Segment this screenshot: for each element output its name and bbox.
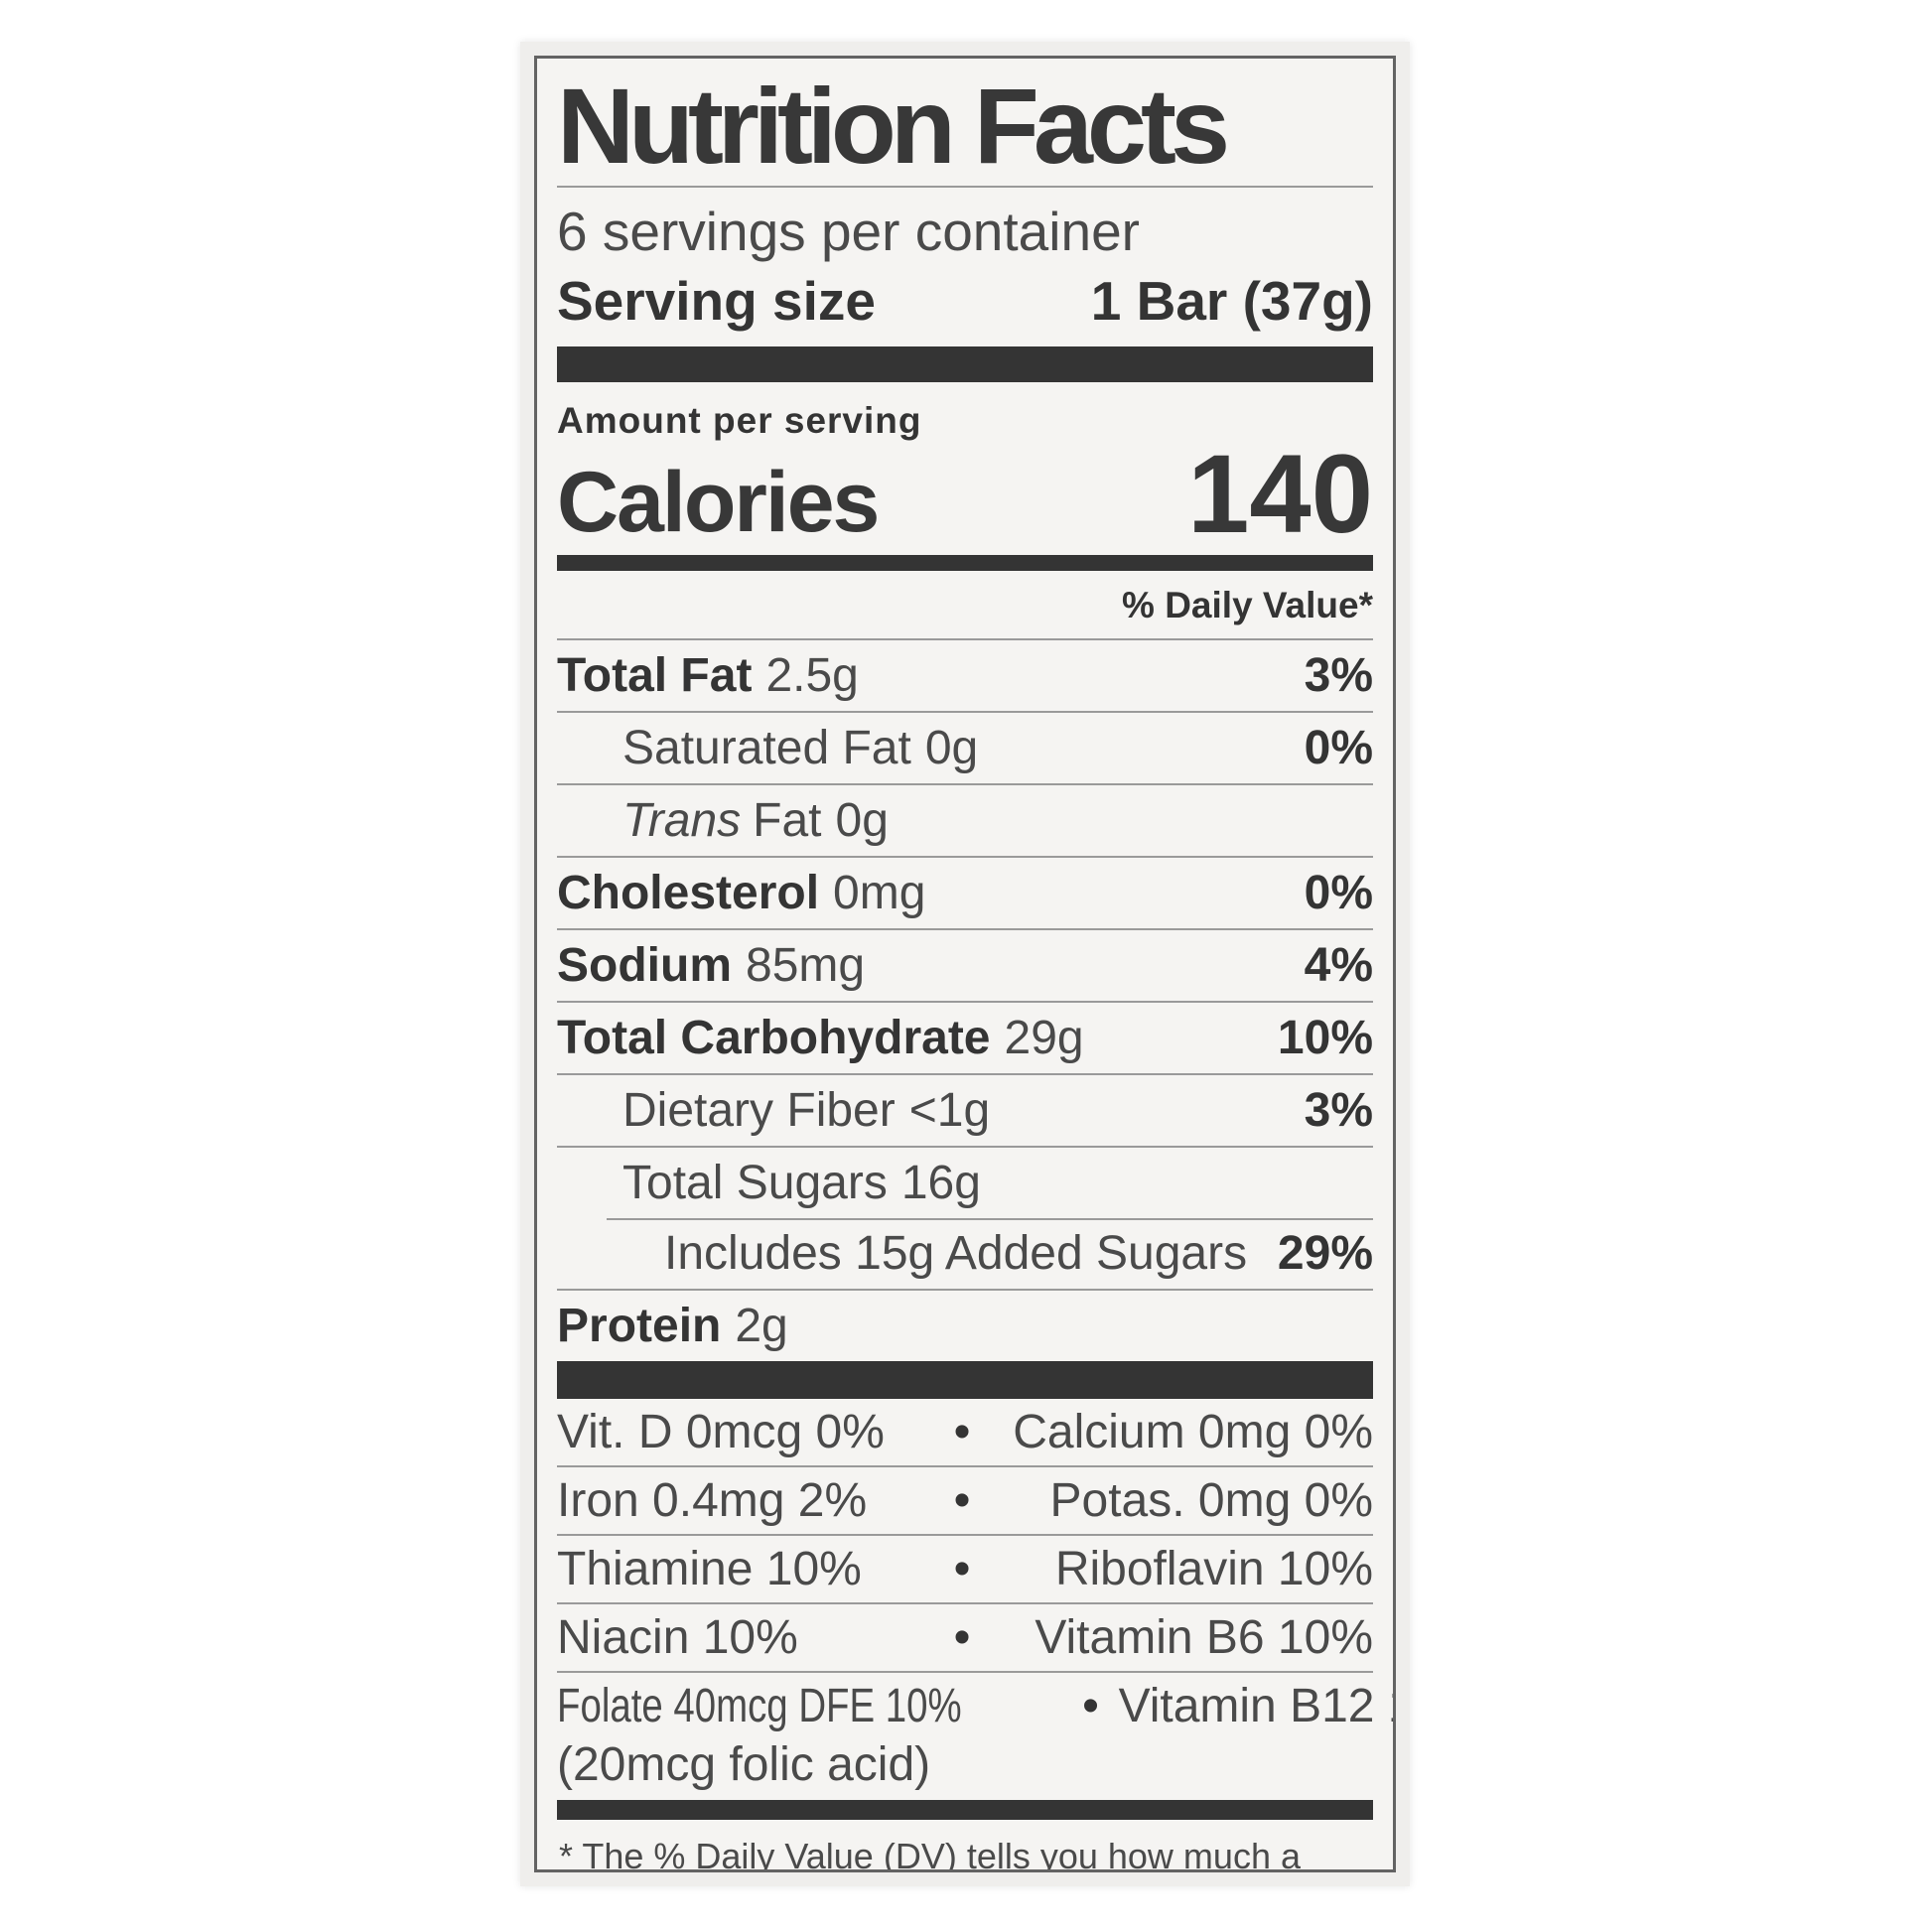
nutrient-amount: 0g xyxy=(835,794,889,848)
servings-per-container: 6 servings per container xyxy=(557,201,1140,262)
nutrient-row-sodium: Sodium 85mg 4% xyxy=(557,928,1373,1001)
nutrient-row-cholesterol: Cholesterol 0mg 0% xyxy=(557,856,1373,928)
micronutrient-left: Thiamine 10% xyxy=(557,1543,862,1596)
micronutrient-row: Thiamine 10% • Riboflavin 10% xyxy=(557,1534,1373,1602)
nutrient-dv: 0% xyxy=(1304,867,1373,920)
calories-label: Calories xyxy=(557,455,880,551)
serving-size-label: Serving size xyxy=(557,270,876,332)
daily-value-footnote: * The % Daily Value (DV) tells you how m… xyxy=(559,1836,1301,1872)
nutrient-name: Sodium xyxy=(557,939,732,993)
micronutrient-row: Iron 0.4mg 2% • Potas. 0mg 0% xyxy=(557,1465,1373,1534)
label-title: Nutrition Facts xyxy=(557,66,1230,186)
micronutrient-row: Niacin 10% • Vitamin B6 10% xyxy=(557,1602,1373,1671)
nutrient-name: Dietary Fiber xyxy=(622,1084,896,1138)
calories-row: Calories 140 xyxy=(557,432,1373,556)
nutrient-row-saturated-fat: Saturated Fat 0g 0% xyxy=(557,711,1373,783)
nutrient-row-trans-fat: Trans Fat 0g xyxy=(557,783,1373,856)
micronutrient-row: Vit. D 0mcg 0% • Calcium 0mg 0% xyxy=(557,1399,1373,1465)
nutrient-name: Includes 15g Added Sugars xyxy=(664,1227,1248,1281)
amount-per-serving-label: Amount per serving xyxy=(557,400,922,441)
thick-divider-bar xyxy=(557,1361,1373,1400)
nutrient-amount: 2.5g xyxy=(765,649,859,703)
thick-divider-bar xyxy=(557,346,1373,382)
serving-size-value: 1 Bar (37g) xyxy=(1090,270,1373,332)
nutrition-facts-label: Nutrition Facts 6 servings per container… xyxy=(534,56,1396,1872)
bullet-separator: • xyxy=(953,1611,971,1665)
nutrient-dv: 29% xyxy=(1277,1227,1373,1281)
nutrient-row-total-carbohydrate: Total Carbohydrate 29g 10% xyxy=(557,1001,1373,1073)
micronutrient-right: Vitamin B6 10% xyxy=(1035,1611,1373,1665)
nutrient-amount: 0mg xyxy=(833,867,926,920)
micronutrient-right: Riboflavin 10% xyxy=(1054,1543,1373,1596)
nutrient-dv: 3% xyxy=(1304,649,1373,703)
nutrient-row-dietary-fiber: Dietary Fiber <1g 3% xyxy=(557,1073,1373,1146)
bullet-separator: • xyxy=(953,1543,971,1596)
nutrient-dv: 0% xyxy=(1304,722,1373,775)
nutrient-amount: 16g xyxy=(900,1157,981,1210)
micronutrient-right: Vitamin B12 10% xyxy=(1118,1680,1393,1733)
nutrient-dv: 10% xyxy=(1277,1012,1373,1065)
daily-value-header: % Daily Value* xyxy=(1122,585,1373,626)
nutrient-row-added-sugars: Includes 15g Added Sugars 29% xyxy=(557,1218,1373,1289)
micronutrient-right: Calcium 0mg 0% xyxy=(1013,1406,1373,1459)
bullet-separator: • xyxy=(1082,1680,1099,1733)
bullet-separator: • xyxy=(953,1406,971,1459)
nutrient-amount: 29g xyxy=(1004,1012,1084,1065)
nutrient-dv: 4% xyxy=(1304,939,1373,993)
micronutrient-left-note: (20mcg folic acid) xyxy=(557,1738,931,1792)
medium-divider-bar xyxy=(557,555,1373,572)
divider-under-title xyxy=(557,186,1373,188)
nutrient-row-total-fat: Total Fat 2.5g 3% xyxy=(557,638,1373,711)
micronutrient-row-folate: Folate 40mcg DFE 10% (20mcg folic acid) … xyxy=(557,1671,1393,1798)
nutrient-name: Fat xyxy=(753,794,822,848)
nutrient-row-protein: Protein 2g xyxy=(557,1289,1373,1361)
micronutrient-left: Niacin 10% xyxy=(557,1611,798,1665)
nutrient-amount: 85mg xyxy=(746,939,866,993)
nutrient-name: Total Sugars xyxy=(622,1157,888,1210)
calories-value: 140 xyxy=(1187,432,1373,556)
nutrient-amount: 0g xyxy=(924,722,979,775)
nutrient-amount: 2g xyxy=(735,1300,788,1353)
nutrient-name: Total Carbohydrate xyxy=(557,1012,991,1065)
nutrient-name: Cholesterol xyxy=(557,867,820,920)
nutrient-name-italic: Trans xyxy=(622,794,742,848)
nutrient-name: Saturated Fat xyxy=(622,722,911,775)
micronutrient-left: Folate 40mcg DFE 10% xyxy=(557,1680,962,1733)
nutrient-name: Total Fat xyxy=(557,649,753,703)
serving-size-row: Serving size 1 Bar (37g) xyxy=(557,269,1373,333)
nutrient-name: Protein xyxy=(557,1300,722,1353)
nutrient-row-total-sugars: Total Sugars 16g xyxy=(557,1146,1373,1218)
micronutrient-left: Vit. D 0mcg 0% xyxy=(557,1406,885,1459)
thick-divider-bar xyxy=(557,1800,1373,1821)
nutrient-amount: <1g xyxy=(908,1084,991,1138)
nutrient-dv: 3% xyxy=(1304,1084,1373,1138)
micronutrient-left: Iron 0.4mg 2% xyxy=(557,1474,868,1528)
bullet-separator: • xyxy=(953,1474,971,1528)
micronutrient-right: Potas. 0mg 0% xyxy=(1049,1474,1374,1528)
